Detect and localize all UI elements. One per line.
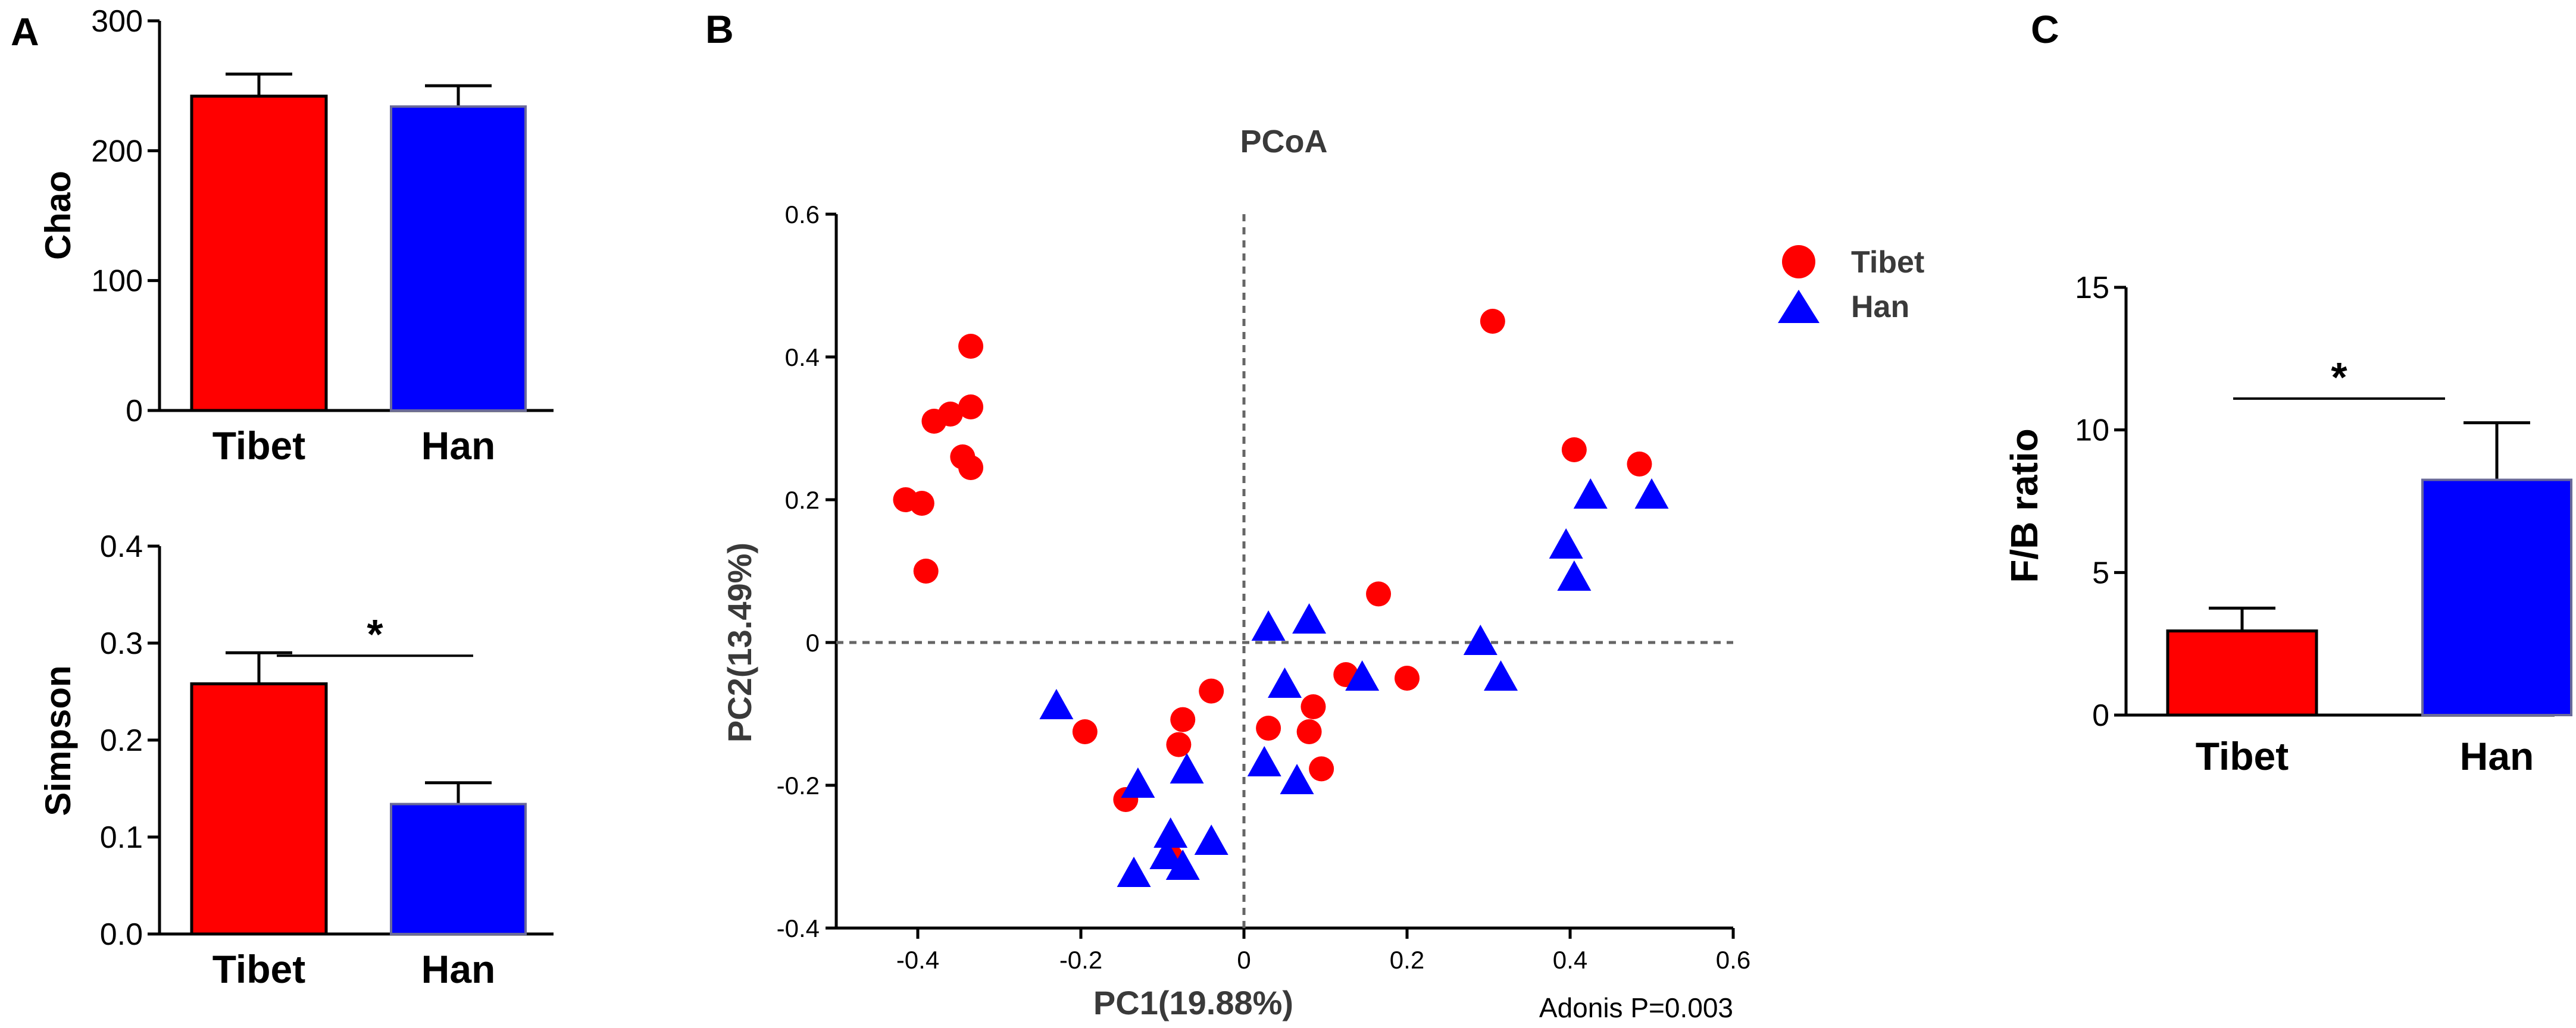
x-tick-label: 0 — [1237, 946, 1251, 974]
panel-label-a: A — [11, 10, 39, 54]
han-point — [1165, 850, 1200, 880]
y-tick-label: 0.1 — [100, 820, 143, 855]
tibet-point — [1366, 581, 1392, 607]
y-tick-label: 0.0 — [100, 917, 143, 952]
adonis-annotation: Adonis P=0.003 — [1539, 992, 1733, 1023]
bar-han — [390, 105, 527, 412]
x-tick-label: 0.4 — [1553, 946, 1587, 974]
x-tick-label: -0.2 — [1059, 946, 1102, 974]
x-category-label: Han — [421, 424, 496, 468]
y-axis-title: Chao — [38, 171, 78, 260]
tibet-point — [909, 491, 934, 516]
legend-han-label: Han — [1851, 290, 1909, 324]
y-tick-label: 10 — [2075, 413, 2109, 448]
bar-tibet — [2166, 629, 2318, 717]
y-tick-label: 0.4 — [785, 343, 820, 371]
han-point — [1573, 478, 1608, 509]
han-point — [1484, 660, 1518, 691]
significance-star: * — [367, 611, 383, 657]
han-point — [1251, 610, 1286, 641]
legend-han-marker — [1778, 290, 1820, 323]
tibet-point — [1309, 756, 1334, 782]
y-tick-label: 200 — [91, 134, 143, 168]
y-tick-label: 0.3 — [100, 626, 143, 661]
tibet-point — [1480, 309, 1505, 334]
han-point — [1549, 528, 1583, 559]
y-tick-label: 5 — [2092, 556, 2109, 590]
panel-label-b: B — [705, 7, 734, 51]
y-tick-label: 100 — [91, 264, 143, 299]
han-point — [1170, 753, 1204, 783]
tibet-point — [1627, 452, 1652, 477]
legend-tibet-marker — [1782, 245, 1815, 278]
significance-star: * — [2331, 354, 2347, 400]
han-point — [1292, 603, 1327, 634]
legend-tibet-label: Tibet — [1851, 245, 1924, 280]
tibet-point — [1072, 719, 1098, 744]
x-category-label: Tibet — [2196, 734, 2289, 778]
han-point — [1463, 625, 1498, 655]
y-tick-label: 0.6 — [785, 200, 820, 228]
y-axis-title: Simpson — [38, 665, 78, 816]
y-axis-title: F/B ratio — [2003, 428, 2046, 583]
han-point — [1039, 689, 1074, 719]
y-tick-label: 0.2 — [785, 486, 820, 514]
simpson-bar-chart: 0.0 0.1 0.2 0.3 0.4 Tibet Han * Simpson — [38, 529, 554, 991]
tibet-point — [1256, 716, 1281, 741]
tibet-point — [1166, 732, 1192, 757]
y-tick-label: -0.4 — [777, 914, 820, 942]
bar-tibet — [190, 682, 328, 936]
panel-label-c: C — [2031, 7, 2059, 51]
y-tick-label: 0 — [806, 629, 820, 657]
panel-labels: A B C — [11, 7, 2059, 54]
tibet-point — [1170, 707, 1196, 732]
han-point — [1194, 825, 1228, 855]
x-axis-title: PC1(19.88%) — [1093, 984, 1293, 1021]
han-point — [1280, 764, 1314, 794]
chart-title: PCoA — [1240, 124, 1328, 159]
han-point — [1557, 560, 1592, 591]
y-tick-label: 0 — [126, 394, 143, 428]
pcoa-scatter-plot: -0.4 -0.2 0 0.2 0.4 0.6 -0.4 -0.2 0 0.2 0.4 0.6 PCoA… — [721, 124, 1924, 1023]
tibet-point — [1561, 437, 1587, 462]
x-tick-label: 0.6 — [1716, 946, 1750, 974]
x-category-label: Han — [421, 947, 496, 991]
bar-han — [390, 803, 527, 935]
tibet-point — [958, 455, 984, 480]
x-category-label: Han — [2460, 734, 2534, 778]
han-point — [1117, 857, 1151, 887]
han-point — [1153, 817, 1188, 848]
bar-tibet — [190, 95, 328, 412]
y-tick-label: 0.4 — [100, 529, 143, 564]
y-tick-label: 300 — [91, 4, 143, 39]
tibet-point — [921, 409, 947, 434]
han-point — [1634, 478, 1669, 509]
x-tick-label: 0.2 — [1390, 946, 1424, 974]
tibet-point — [958, 394, 984, 419]
x-tick-label: -0.4 — [896, 946, 939, 974]
y-axis-title: PC2(13.49%) — [721, 543, 758, 742]
tibet-point — [913, 559, 939, 584]
y-tick-label: -0.2 — [777, 772, 820, 800]
y-tick-label: 0 — [2092, 698, 2109, 733]
han-point — [1268, 667, 1302, 698]
han-point — [1121, 767, 1155, 798]
han-point — [1345, 660, 1380, 691]
han-point — [1149, 839, 1184, 869]
bar-han — [2421, 478, 2572, 716]
tibet-point — [1199, 678, 1224, 704]
y-tick-label: 15 — [2075, 271, 2109, 305]
x-category-label: Tibet — [212, 424, 305, 468]
tibet-point — [1296, 719, 1322, 744]
y-tick-label: 0.2 — [100, 723, 143, 758]
tibet-point — [958, 334, 984, 359]
x-category-label: Tibet — [212, 947, 305, 991]
tibet-point — [1300, 694, 1326, 719]
fb-ratio-bar-chart: 0 5 10 15 Tibet Han * F/B ratio — [2003, 271, 2572, 778]
tibet-point — [1395, 666, 1420, 691]
han-point — [1247, 746, 1281, 776]
chao-bar-chart: 0 100 200 300 Tibet Han Chao — [38, 4, 554, 468]
